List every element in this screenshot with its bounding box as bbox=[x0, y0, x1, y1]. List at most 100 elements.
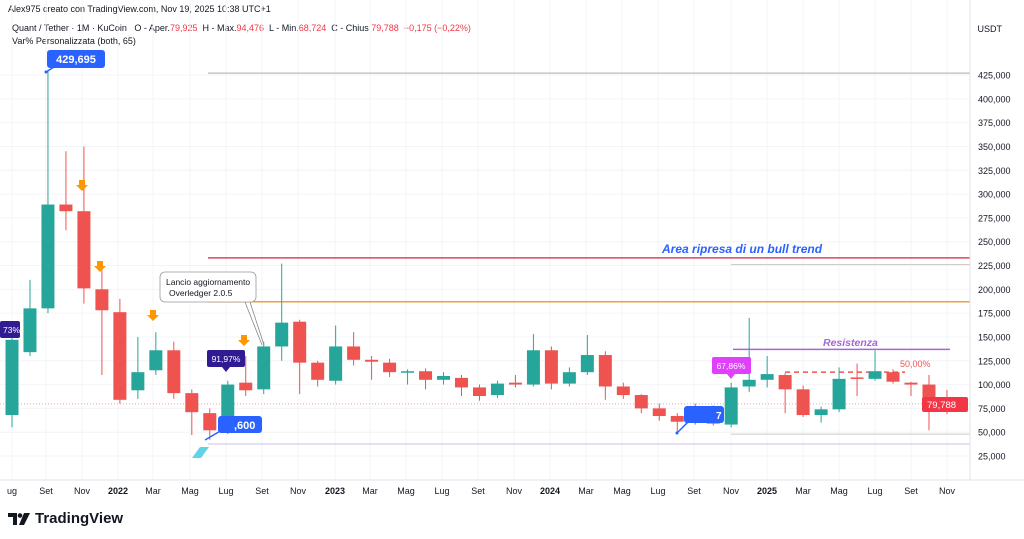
symbol-name[interactable]: Quant / Tether · 1M · KuCoin bbox=[12, 23, 127, 33]
candle-body bbox=[77, 211, 91, 289]
bull-area-text: Area ripresa di un bull trend bbox=[661, 242, 823, 256]
pct-label-left[interactable]: 73% bbox=[0, 321, 20, 338]
x-axis: ug Set Nov 2022 Mar Mag Lug Set Nov 2023 Mar Mag Lug… bbox=[0, 479, 1024, 496]
orange-arrow-down-icon bbox=[76, 180, 88, 191]
candle-body bbox=[760, 374, 774, 380]
candle-body bbox=[832, 378, 846, 410]
candle-body bbox=[598, 355, 612, 387]
x-tick-label: Mag bbox=[613, 486, 631, 496]
ath-text: 429,695 bbox=[56, 54, 96, 66]
candle-body bbox=[5, 339, 19, 416]
candle-body bbox=[185, 393, 199, 413]
pct-label-2024[interactable]: 67,86% bbox=[712, 357, 751, 379]
levels bbox=[0, 72, 970, 445]
orange-arrow-down-icon bbox=[94, 261, 106, 272]
y-tick-label: 50,000 bbox=[978, 428, 1006, 438]
candle-body bbox=[329, 346, 343, 381]
x-tick-label: Mag bbox=[181, 486, 199, 496]
ath-label[interactable]: 429,695 bbox=[44, 50, 106, 74]
x-tick-label: Lug bbox=[434, 486, 449, 496]
candle-body bbox=[850, 377, 864, 379]
resistance-text: Resistenza bbox=[823, 337, 878, 349]
candle-body bbox=[131, 372, 145, 391]
x-tick-label: Mag bbox=[830, 486, 848, 496]
x-tick-label: Set bbox=[471, 486, 485, 496]
close-label: C - Chius. bbox=[331, 23, 372, 33]
orange-arrow-down-icon bbox=[238, 335, 250, 346]
x-tick-label: Set bbox=[255, 486, 269, 496]
x-tick-label: 2022 bbox=[108, 486, 128, 496]
y-tick-label: 75,000 bbox=[978, 404, 1006, 414]
x-tick-label: Lug bbox=[867, 486, 882, 496]
candle-body bbox=[472, 387, 486, 396]
y-tick-label: 350,000 bbox=[978, 142, 1011, 152]
currency-label: USDT bbox=[977, 24, 1003, 34]
callout-line-2: Overledger 2.0.5 bbox=[169, 288, 233, 298]
x-tick-label: Set bbox=[39, 486, 53, 496]
candle-body bbox=[239, 382, 253, 391]
candle-body bbox=[167, 350, 181, 394]
y-tick-label: 150,000 bbox=[978, 332, 1011, 342]
candle-body bbox=[508, 382, 522, 385]
x-tick-label: Nov bbox=[723, 486, 740, 496]
candle-body bbox=[490, 383, 504, 396]
callout-line-1: Lancio aggiornamento bbox=[166, 277, 250, 287]
candle-body bbox=[347, 346, 361, 360]
x-tick-label: Mar bbox=[362, 486, 378, 496]
candle-body bbox=[41, 204, 55, 309]
candle-body bbox=[203, 413, 217, 431]
candle-body bbox=[904, 382, 918, 385]
candle-body bbox=[257, 346, 271, 390]
candle-body bbox=[23, 308, 37, 353]
x-tick-label: Nov bbox=[74, 486, 91, 496]
candle-body bbox=[526, 350, 540, 385]
pct-label-2022[interactable]: 91,97% bbox=[207, 350, 245, 372]
change-value: −0,175 (−0,22%) bbox=[403, 23, 471, 33]
x-tick-label: Nov bbox=[939, 486, 956, 496]
candle-body bbox=[742, 379, 756, 387]
x-tick-label: ug bbox=[7, 486, 17, 496]
candle-body bbox=[419, 371, 433, 380]
orange-arrow-down-icon bbox=[147, 310, 159, 321]
indicator-legend[interactable]: Var% Personalizzata (both, 65) bbox=[12, 36, 136, 46]
tradingview-logo[interactable]: TradingView bbox=[8, 510, 123, 527]
candle-body bbox=[311, 362, 325, 380]
price-chart[interactable]: 425,000 400,000 375,000 350,000 325,000 300,0… bbox=[0, 0, 1024, 505]
candle-body bbox=[365, 359, 379, 362]
low-label: L - Min. bbox=[269, 23, 299, 33]
callout-overledger[interactable]: Lancio aggiornamento Overledger 2.0.5 bbox=[159, 271, 265, 346]
y-tick-label: 275,000 bbox=[978, 213, 1011, 223]
pct-left-text: 73% bbox=[3, 325, 20, 335]
y-tick-label: 375,000 bbox=[978, 118, 1011, 128]
low-label-2024[interactable]: 7 bbox=[675, 406, 725, 435]
y-tick-label: 175,000 bbox=[978, 309, 1011, 319]
brand-name: TradingView bbox=[35, 510, 124, 527]
cyan-arrow-icon bbox=[192, 447, 209, 458]
candle-body bbox=[401, 371, 415, 373]
svg-text:79,788: 79,788 bbox=[927, 400, 956, 411]
x-tick-label: 2024 bbox=[540, 486, 560, 496]
candle-body bbox=[652, 408, 666, 416]
x-tick-label: Set bbox=[904, 486, 918, 496]
y-tick-label: 100,000 bbox=[978, 380, 1011, 390]
candle-body bbox=[275, 322, 289, 347]
candle-body bbox=[455, 377, 468, 388]
open-value: 79,925 bbox=[169, 23, 198, 33]
low-2024-text: 7 bbox=[716, 411, 722, 422]
candle-body bbox=[796, 389, 810, 416]
tradingview-logo-icon bbox=[8, 512, 30, 525]
y-tick-label: 250,000 bbox=[978, 237, 1011, 247]
candle-body bbox=[778, 375, 792, 390]
x-tick-label: Lug bbox=[650, 486, 665, 496]
y-tick-label: 125,000 bbox=[978, 356, 1011, 366]
annotations: Area ripresa di un bull trend Resistenza… bbox=[0, 50, 968, 458]
x-tick-label: Mar bbox=[795, 486, 811, 496]
candle-body bbox=[59, 204, 73, 212]
y-axis: 425,000 400,000 375,000 350,000 325,000 300,0… bbox=[969, 0, 1011, 480]
x-tick-label: Mar bbox=[145, 486, 161, 496]
low-label-2022[interactable]: ,600 bbox=[204, 416, 262, 441]
y-tick-label: 325,000 bbox=[978, 166, 1011, 176]
candle-body bbox=[670, 415, 684, 422]
x-tick-label: Mar bbox=[578, 486, 594, 496]
candle-body bbox=[886, 372, 900, 382]
